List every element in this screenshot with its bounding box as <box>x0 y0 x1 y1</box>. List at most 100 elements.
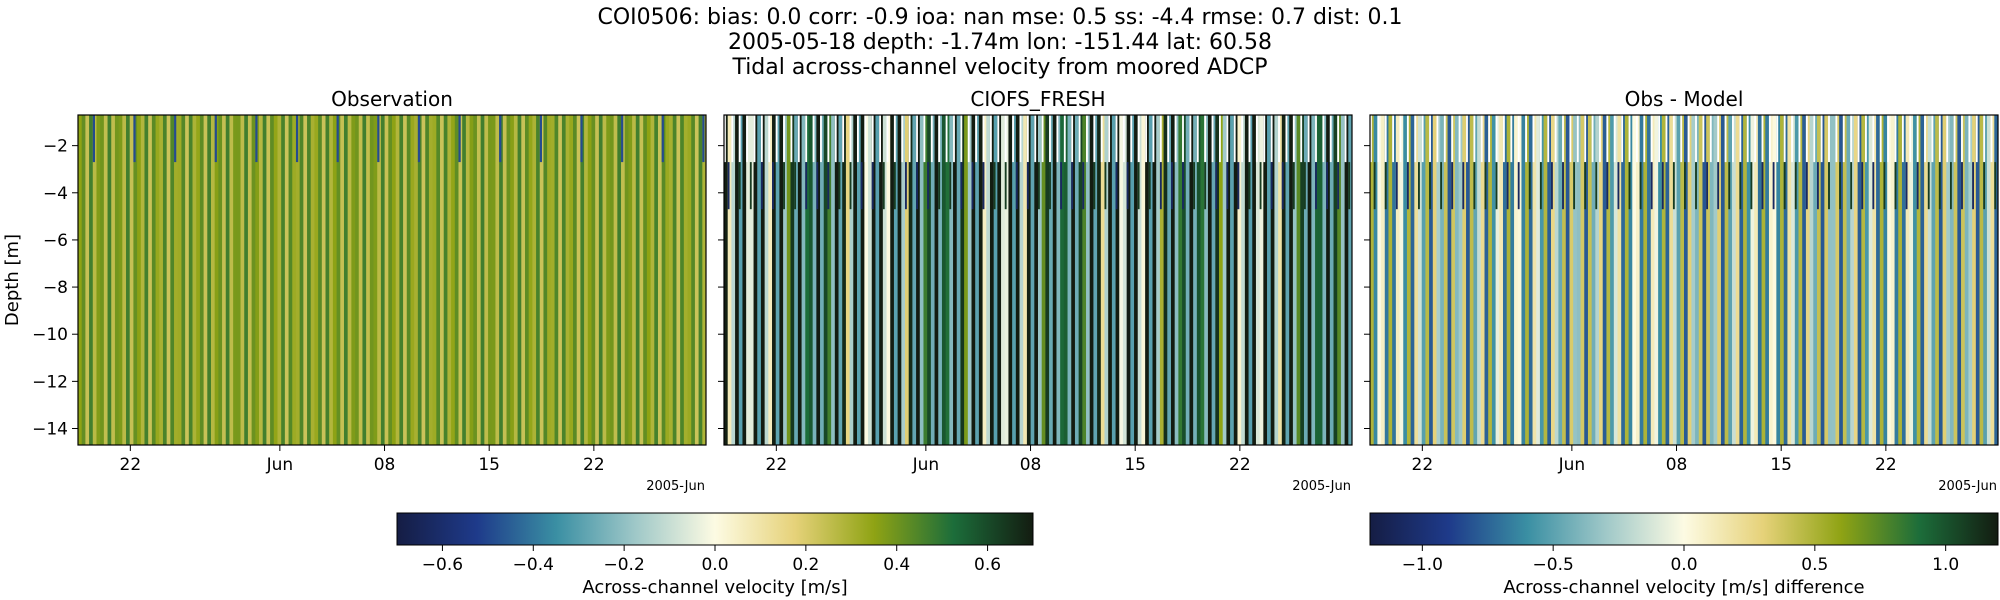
surface-bin-gap <box>842 115 845 163</box>
heatmap-column <box>665 115 670 445</box>
heatmap-column <box>366 115 371 445</box>
surface-bin-cell <box>499 115 502 163</box>
upper-bin-cell <box>893 162 896 210</box>
heatmap-column <box>1082 115 1087 445</box>
heatmap-column <box>1972 115 1977 445</box>
heatmap-column <box>1185 115 1190 445</box>
upper-bin-cell <box>916 162 918 210</box>
heatmap-column <box>126 115 131 445</box>
y-tick-label: −12 <box>32 372 68 392</box>
heatmap-column <box>1167 115 1172 445</box>
heatmap-column <box>543 115 548 445</box>
upper-bin-cell <box>1038 162 1040 210</box>
heatmap-column <box>820 115 825 445</box>
heatmap-column <box>1104 115 1109 445</box>
heatmap-column <box>1927 115 1932 445</box>
heatmap-column <box>1924 115 1929 445</box>
heatmap-column <box>1248 115 1253 445</box>
heatmap-column <box>875 115 880 445</box>
observation-y-axis: −2 −4 −6 −8 −10 −12 −14 <box>32 137 78 440</box>
heatmap-column <box>1148 115 1153 445</box>
heatmap-column <box>1454 115 1460 445</box>
heatmap-column <box>1743 115 1748 445</box>
heatmap-column <box>148 115 153 445</box>
surface-bin-cell <box>133 115 136 163</box>
heatmap-column <box>362 115 367 445</box>
heatmap-column <box>111 115 116 445</box>
heatmap-column <box>85 115 90 445</box>
surface-bin-gap <box>1916 115 1919 163</box>
upper-bin-cell <box>1761 162 1764 210</box>
upper-bin-cell <box>1429 162 1431 210</box>
heatmap-column <box>1204 115 1209 445</box>
upper-bin-cell <box>1193 162 1195 210</box>
heatmap-column <box>1093 115 1098 445</box>
heatmap-column <box>1713 115 1718 445</box>
surface-bin-gap <box>1429 115 1431 163</box>
surface-bin-gap <box>1968 115 1971 163</box>
upper-bin-cell <box>971 162 974 210</box>
surface-bin-gap <box>1768 115 1771 163</box>
colorbar-tick-label: −0.2 <box>604 555 645 575</box>
surface-bin-gap <box>1263 115 1266 163</box>
upper-bin-cell <box>1060 162 1063 210</box>
heatmap-column <box>646 115 651 445</box>
upper-bin-cell <box>1861 162 1864 210</box>
heatmap-column <box>199 115 204 445</box>
heatmap-column <box>749 115 754 445</box>
surface-bin-gap <box>1026 115 1029 163</box>
difference-colorbar-label: Across-channel velocity [m/s] difference <box>1503 577 1864 598</box>
heatmap-column <box>1787 115 1792 445</box>
heatmap-column <box>613 115 618 445</box>
heatmap-column <box>856 115 862 445</box>
heatmap-column <box>632 115 637 445</box>
heatmap-column <box>476 115 482 445</box>
heatmap-column <box>395 115 400 445</box>
heatmap-column <box>1300 115 1305 445</box>
x-tick-label: 08 <box>374 455 396 475</box>
x-tick-label: 22 <box>1412 455 1434 475</box>
heatmap-column <box>561 115 567 445</box>
surface-bin-gap <box>1606 115 1609 163</box>
heatmap-column <box>805 115 810 445</box>
heatmap-column <box>1547 115 1552 445</box>
heatmap-column <box>606 115 611 445</box>
difference-axes-frame <box>1369 114 1999 446</box>
colorbar-tick-label: 0.0 <box>1670 555 1697 575</box>
surface-bin-gap <box>908 115 911 163</box>
heatmap-column <box>838 115 843 445</box>
surface-bin-gap <box>989 115 992 163</box>
heatmap-column <box>185 115 190 445</box>
heatmap-column <box>1108 115 1113 445</box>
heatmap-column <box>1406 115 1412 445</box>
heatmap-column <box>1831 115 1836 445</box>
heatmap-column <box>1506 115 1511 445</box>
heatmap-column <box>1089 115 1094 445</box>
surface-bin-gap <box>1278 115 1280 163</box>
heatmap-column <box>388 115 393 445</box>
heatmap-column <box>332 115 337 445</box>
heatmap-column <box>882 115 887 445</box>
upper-bin-cell <box>1551 162 1553 210</box>
surface-bin-gap <box>1466 115 1468 163</box>
surface-bin-gap <box>834 115 837 163</box>
upper-bin-cell <box>1872 162 1875 210</box>
heatmap-column <box>181 115 186 445</box>
heatmap-column <box>1761 115 1766 445</box>
surface-bin-gap <box>1983 115 1986 163</box>
heatmap-column <box>1432 115 1437 445</box>
heatmap-column <box>192 115 197 445</box>
heatmap-column <box>417 115 422 445</box>
heatmap-column <box>1813 115 1818 445</box>
upper-bin-cell <box>1015 162 1018 210</box>
surface-bin-gap <box>1241 115 1244 163</box>
x-tick-label: 15 <box>1770 455 1792 475</box>
heatmap-column <box>1502 115 1508 445</box>
heatmap-column <box>1074 115 1080 445</box>
heatmap-column <box>447 115 452 445</box>
heatmap-column <box>1451 115 1456 445</box>
surface-bin-gap <box>1687 115 1690 163</box>
heatmap-column <box>1200 115 1205 445</box>
heatmap-column <box>1953 115 1958 445</box>
stats-title: COI0506: bias: 0.0 corr: -0.9 ioa: nan m… <box>597 5 1402 30</box>
